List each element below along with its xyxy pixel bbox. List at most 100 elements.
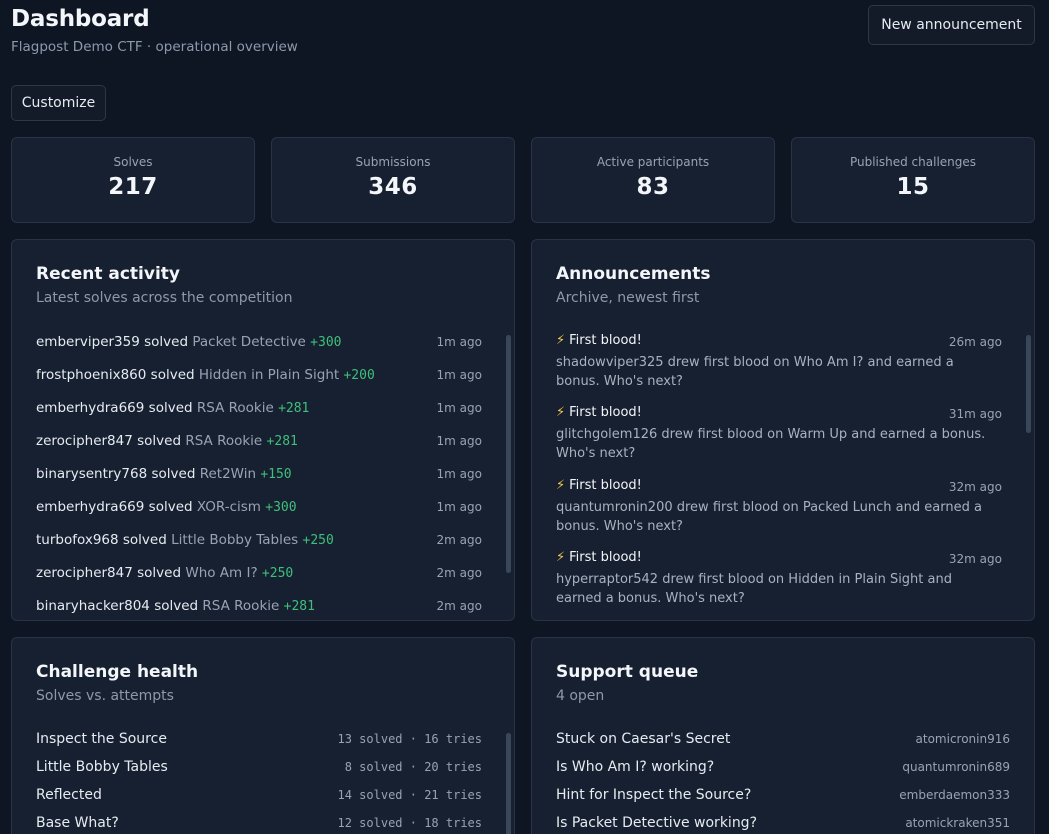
challenge-health-row[interactable]: Little Bobby Tables 8 solved · 20 tries — [36, 759, 482, 779]
announcements-scrollbar[interactable] — [1026, 335, 1031, 433]
activity-row[interactable]: emberviper359 solved Packet Detective +3… — [36, 334, 482, 354]
announcement-item[interactable]: ⚡ First blood! 26m ago shadowviper325 dre… — [556, 333, 1002, 391]
ticket-user: atomickraken351 — [905, 816, 1010, 830]
lightning-icon: ⚡ — [556, 405, 566, 420]
challenge-name: Little Bobby Tables — [36, 759, 168, 775]
activity-challenge: XOR-cism — [196, 499, 261, 515]
recent-activity-card: Recent activity Latest solves across the… — [11, 239, 515, 621]
stat-card-active-participants: Active participants 83 — [531, 137, 775, 223]
activity-challenge: Little Bobby Tables — [171, 532, 299, 548]
activity-points: +150 — [260, 467, 292, 482]
activity-user: emberhydra669 — [36, 400, 145, 416]
activity-challenge: RSA Rookie — [196, 400, 274, 416]
card-subtitle: Archive, newest first — [556, 290, 700, 306]
activity-user: zerocipher847 — [36, 433, 133, 449]
activity-scrollbar[interactable] — [506, 335, 511, 573]
stat-card-solves: Solves 217 — [11, 137, 255, 223]
activity-user: zerocipher847 — [36, 565, 133, 581]
announcement-item[interactable]: ⚡ First blood! 31m ago glitchgolem126 dre… — [556, 405, 1002, 463]
activity-time: 1m ago — [436, 335, 482, 349]
activity-row[interactable]: binarysentry768 solved Ret2Win +150 1m a… — [36, 466, 482, 486]
ticket-user: emberdaemon333 — [899, 788, 1010, 802]
activity-verb: solved — [137, 565, 182, 581]
activity-verb: solved — [150, 367, 195, 383]
activity-verb: solved — [154, 598, 199, 614]
challenge-stats: 13 solved · 16 tries — [337, 732, 483, 746]
stat-label: Submissions — [355, 155, 431, 169]
card-title: Support queue — [556, 662, 699, 682]
activity-points: +250 — [302, 533, 334, 548]
activity-row[interactable]: zerocipher847 solved RSA Rookie +281 1m … — [36, 433, 482, 453]
ticket-subject: Is Who Am I? working? — [556, 759, 715, 775]
activity-time: 1m ago — [436, 434, 482, 448]
activity-row[interactable]: emberhydra669 solved XOR-cism +300 1m ag… — [36, 499, 482, 519]
activity-user: binaryhacker804 — [36, 598, 150, 614]
challenge-health-row[interactable]: Base What? 12 solved · 18 tries — [36, 815, 482, 834]
announcement-time: 31m ago — [948, 407, 1002, 421]
activity-user: frostphoenix860 — [36, 367, 147, 383]
announcement-title: First blood! — [569, 405, 642, 420]
card-subtitle: Solves vs. attempts — [36, 688, 174, 704]
stat-label: Active participants — [596, 155, 710, 169]
announcement-title: First blood! — [569, 550, 642, 565]
challenge-health-card: Challenge health Solves vs. attempts Ins… — [11, 637, 515, 834]
activity-verb: solved — [148, 400, 193, 416]
ticket-subject: Stuck on Caesar's Secret — [556, 731, 731, 747]
support-ticket-row[interactable]: Is Who Am I? working? quantumronin689 — [556, 759, 1010, 779]
activity-scrollbar-thumb[interactable] — [506, 335, 511, 573]
activity-user: emberviper359 — [36, 334, 140, 350]
activity-verb: solved — [122, 532, 167, 548]
lightning-icon: ⚡ — [556, 333, 566, 348]
support-ticket-row[interactable]: Hint for Inspect the Source? emberdaemon… — [556, 787, 1010, 807]
activity-row[interactable]: binaryhacker804 solved RSA Rookie +281 2… — [36, 598, 482, 618]
new-announcement-button[interactable]: New announcement — [868, 5, 1035, 45]
activity-challenge: Packet Detective — [192, 334, 306, 350]
challenge-health-scrollbar-thumb[interactable] — [506, 733, 511, 834]
announcement-item[interactable]: ⚡ First blood! 32m ago quantumronin200 dr… — [556, 478, 1002, 536]
announcement-body: glitchgolem126 drew first blood on Warm … — [556, 427, 986, 461]
announcement-body: shadowviper325 drew first blood on Who A… — [556, 355, 954, 389]
activity-user: turbofox968 — [36, 532, 119, 548]
lightning-icon: ⚡ — [556, 550, 566, 565]
activity-challenge: Who Am I? — [185, 565, 258, 581]
stat-value: 346 — [368, 174, 418, 200]
activity-challenge: RSA Rookie — [202, 598, 280, 614]
ticket-user: quantumronin689 — [902, 760, 1010, 774]
announcement-time: 32m ago — [948, 480, 1002, 494]
challenge-stats: 14 solved · 21 tries — [337, 788, 483, 802]
activity-user: emberhydra669 — [36, 499, 145, 515]
challenge-health-row[interactable]: Reflected 14 solved · 21 tries — [36, 787, 482, 807]
activity-user: binarysentry768 — [36, 466, 148, 482]
card-subtitle: Latest solves across the competition — [36, 290, 293, 306]
activity-points: +281 — [278, 401, 310, 416]
ticket-user: atomicronin916 — [915, 732, 1010, 746]
support-ticket-row[interactable]: Stuck on Caesar's Secret atomicronin916 — [556, 731, 1010, 751]
announcements-card: Announcements Archive, newest first ⚡ Fir… — [531, 239, 1035, 621]
activity-row[interactable]: zerocipher847 solved Who Am I? +250 2m a… — [36, 565, 482, 585]
challenge-name: Inspect the Source — [36, 731, 167, 747]
card-title: Recent activity — [36, 264, 180, 284]
page-header: Dashboard Flagpost Demo CTF · operationa… — [11, 6, 298, 55]
page-title: Dashboard — [11, 6, 150, 32]
activity-time: 1m ago — [436, 401, 482, 415]
customize-button[interactable]: Customize — [11, 85, 106, 121]
stat-value: 217 — [108, 174, 158, 200]
announcements-scrollbar-thumb[interactable] — [1026, 335, 1031, 433]
announcement-item[interactable]: ⚡ First blood! 32m ago hyperraptor542 dre… — [556, 550, 1002, 608]
challenge-health-scrollbar[interactable] — [506, 733, 511, 834]
lightning-icon: ⚡ — [556, 478, 566, 493]
activity-time: 1m ago — [436, 467, 482, 481]
challenge-name: Base What? — [36, 815, 119, 831]
activity-row[interactable]: frostphoenix860 solved Hidden in Plain S… — [36, 367, 482, 387]
activity-challenge: Ret2Win — [199, 466, 257, 482]
activity-points: +300 — [310, 335, 342, 350]
activity-row[interactable]: emberhydra669 solved RSA Rookie +281 1m … — [36, 400, 482, 420]
support-ticket-row[interactable]: Is Packet Detective working? atomickrake… — [556, 815, 1010, 834]
page-subtitle: Flagpost Demo CTF · operational overview — [11, 39, 298, 55]
card-title: Challenge health — [36, 662, 199, 682]
challenge-health-row[interactable]: Inspect the Source 13 solved · 16 tries — [36, 731, 482, 751]
activity-points: +300 — [265, 500, 297, 515]
ticket-subject: Hint for Inspect the Source? — [556, 787, 752, 803]
card-title: Announcements — [556, 264, 711, 284]
activity-row[interactable]: turbofox968 solved Little Bobby Tables +… — [36, 532, 482, 552]
